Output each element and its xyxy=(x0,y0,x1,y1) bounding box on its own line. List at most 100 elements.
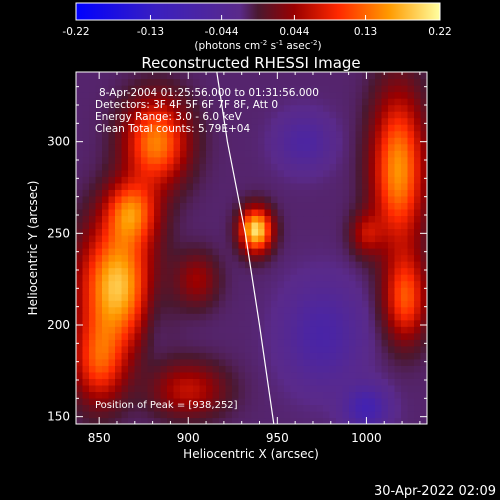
heatmap-cell xyxy=(193,195,201,203)
heatmap-cell xyxy=(89,104,97,112)
heatmap-cell xyxy=(232,91,240,99)
heatmap-cell xyxy=(368,78,376,86)
heatmap-cell xyxy=(186,195,194,203)
heatmap-cell xyxy=(368,228,376,236)
heatmap-cell xyxy=(82,365,90,373)
heatmap-cell xyxy=(141,345,149,353)
heatmap-cell xyxy=(193,358,201,366)
heatmap-cell xyxy=(407,137,415,145)
heatmap-cell xyxy=(329,91,337,99)
heatmap-cell xyxy=(173,313,181,321)
heatmap-cell xyxy=(420,417,427,424)
heatmap-cell xyxy=(336,241,344,249)
heatmap-cell xyxy=(375,176,383,184)
heatmap-cell xyxy=(173,221,181,230)
heatmap-cell xyxy=(355,319,363,327)
heatmap-cell xyxy=(141,130,149,138)
heatmap-cell xyxy=(76,274,84,282)
heatmap-cell xyxy=(167,169,175,177)
heatmap-cell xyxy=(329,117,337,125)
heatmap-cell xyxy=(303,228,311,236)
heatmap-cell xyxy=(212,371,220,379)
heatmap-cell xyxy=(115,248,123,256)
heatmap-cell xyxy=(342,371,350,379)
heatmap-cell xyxy=(102,85,110,93)
heatmap-cell xyxy=(186,72,194,80)
heatmap-cell xyxy=(219,397,227,406)
heatmap-cell xyxy=(336,234,344,243)
heatmap-cell xyxy=(128,371,136,379)
heatmap-cell xyxy=(121,117,129,125)
heatmap-cell xyxy=(232,293,240,301)
heatmap-cell xyxy=(355,352,363,360)
heatmap-cell xyxy=(199,176,207,184)
heatmap-cell xyxy=(342,221,350,230)
heatmap-cell xyxy=(232,280,240,288)
heatmap-cell xyxy=(154,391,162,399)
heatmap-cell xyxy=(362,306,370,314)
heatmap-cell xyxy=(277,241,285,249)
heatmap-cell xyxy=(258,345,266,353)
heatmap-cell xyxy=(277,202,285,210)
heatmap-cell xyxy=(336,150,344,158)
heatmap-cell xyxy=(349,300,357,308)
heatmap-cell xyxy=(245,352,253,360)
heatmap-cell xyxy=(355,78,363,86)
heatmap-cell xyxy=(225,163,233,171)
heatmap-cell xyxy=(76,326,84,334)
heatmap-cell xyxy=(186,404,194,412)
heatmap-cell xyxy=(232,130,240,138)
heatmap-cell xyxy=(245,78,253,86)
heatmap-cell xyxy=(193,72,201,80)
heatmap-cell xyxy=(219,156,227,164)
heatmap-cell xyxy=(134,176,142,184)
heatmap-cell xyxy=(251,378,259,386)
heatmap-cell xyxy=(258,150,266,158)
heatmap-cell xyxy=(414,104,422,112)
heatmap-cell xyxy=(388,267,396,275)
heatmap-cell xyxy=(420,326,427,334)
heatmap-cell xyxy=(407,163,415,171)
heatmap-cell xyxy=(238,234,246,243)
solar-limb-line xyxy=(216,72,275,424)
heatmap-cell xyxy=(173,410,181,419)
heatmap-cell xyxy=(147,332,155,340)
heatmap-cell xyxy=(290,124,298,132)
heatmap-cell xyxy=(160,104,168,112)
heatmap-cell xyxy=(82,182,90,190)
heatmap-cell xyxy=(297,137,305,145)
heatmap-cell xyxy=(258,365,266,373)
heatmap-cell xyxy=(394,228,402,236)
heatmap-cell xyxy=(95,248,103,256)
heatmap-cell xyxy=(388,306,396,314)
heatmap-cell xyxy=(290,156,298,164)
heatmap-cell xyxy=(121,176,129,184)
heatmap-cell xyxy=(258,261,266,269)
heatmap-cell xyxy=(95,274,103,282)
heatmap-cell xyxy=(303,72,311,80)
heatmap-cell xyxy=(76,261,84,269)
heatmap-cell xyxy=(316,150,324,158)
heatmap-cell xyxy=(310,117,318,125)
heatmap-cell xyxy=(225,117,233,125)
heatmap-cell xyxy=(414,293,422,301)
heatmap-cell xyxy=(394,72,402,80)
heatmap-cell xyxy=(219,150,227,158)
heatmap-cell xyxy=(238,182,246,190)
heatmap-cell xyxy=(102,378,110,386)
heatmap-cell xyxy=(167,267,175,275)
heatmap-cell xyxy=(297,417,305,424)
heatmap-cell xyxy=(102,391,110,399)
heatmap-cell xyxy=(388,169,396,177)
heatmap-cell xyxy=(89,130,97,138)
heatmap-cell xyxy=(193,254,201,262)
heatmap-cell xyxy=(284,306,292,314)
heatmap-cell xyxy=(336,72,344,80)
heatmap-cell xyxy=(251,261,259,269)
heatmap-cell xyxy=(310,306,318,314)
heatmap-cell xyxy=(375,384,383,393)
heatmap-cell xyxy=(115,287,123,295)
heatmap-cell xyxy=(238,248,246,256)
heatmap-cell xyxy=(160,182,168,190)
heatmap-cell xyxy=(277,117,285,125)
